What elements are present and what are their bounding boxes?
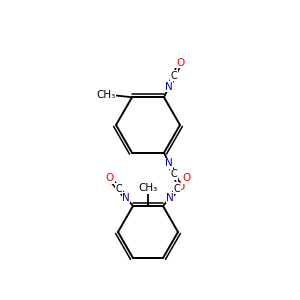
Text: O: O xyxy=(176,182,184,192)
Text: C: C xyxy=(171,71,177,81)
Text: O: O xyxy=(106,173,114,183)
Text: C: C xyxy=(171,169,177,179)
Text: N: N xyxy=(166,193,174,203)
Text: C: C xyxy=(115,184,122,194)
Text: N: N xyxy=(165,82,173,92)
Text: N: N xyxy=(165,158,173,168)
Text: CH₃: CH₃ xyxy=(138,183,158,193)
Text: N: N xyxy=(122,193,130,203)
Text: O: O xyxy=(182,173,190,183)
Text: O: O xyxy=(176,58,184,68)
Text: CH₃: CH₃ xyxy=(96,90,116,100)
Text: C: C xyxy=(174,184,181,194)
